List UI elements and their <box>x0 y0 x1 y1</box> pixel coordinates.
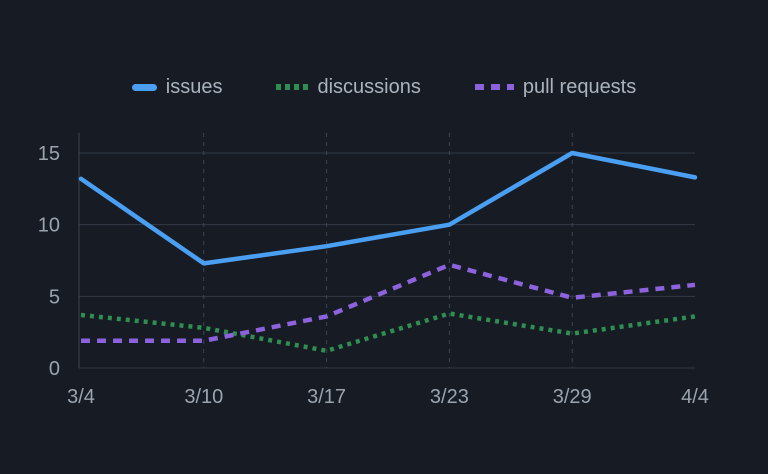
discussions-line-swatch-icon <box>276 84 309 90</box>
issues-line <box>78 150 698 266</box>
pull-requests-line-swatch-icon <box>474 84 514 90</box>
pull-requests-line <box>81 262 696 344</box>
legend-label-issues: issues <box>165 76 223 98</box>
issues-line-swatch-icon <box>131 83 157 91</box>
x-tick-label: 3/23 <box>430 386 469 408</box>
x-tick-label: 3/17 <box>307 386 346 408</box>
y-tick-label: 10 <box>38 215 60 237</box>
legend-label-pull-requests: pull requests <box>522 76 637 98</box>
x-tick-label: 3/4 <box>67 386 95 408</box>
legend-item-pull-requests[interactable]: pull requests <box>474 76 637 98</box>
legend-item-discussions[interactable]: discussions <box>276 76 421 98</box>
x-tick-label: 4/4 <box>681 386 709 408</box>
x-tick-label: 3/29 <box>553 386 592 408</box>
chart-legend: issues discussions pull requests <box>0 74 768 100</box>
discussions-line <box>80 311 696 354</box>
y-tick-label: 15 <box>38 143 60 165</box>
y-tick-label: 5 <box>49 286 60 308</box>
x-tick-label: 3/10 <box>184 386 223 408</box>
legend-label-discussions: discussions <box>317 76 421 98</box>
y-tick-label: 0 <box>49 358 60 380</box>
legend-item-issues[interactable]: issues <box>131 76 223 98</box>
